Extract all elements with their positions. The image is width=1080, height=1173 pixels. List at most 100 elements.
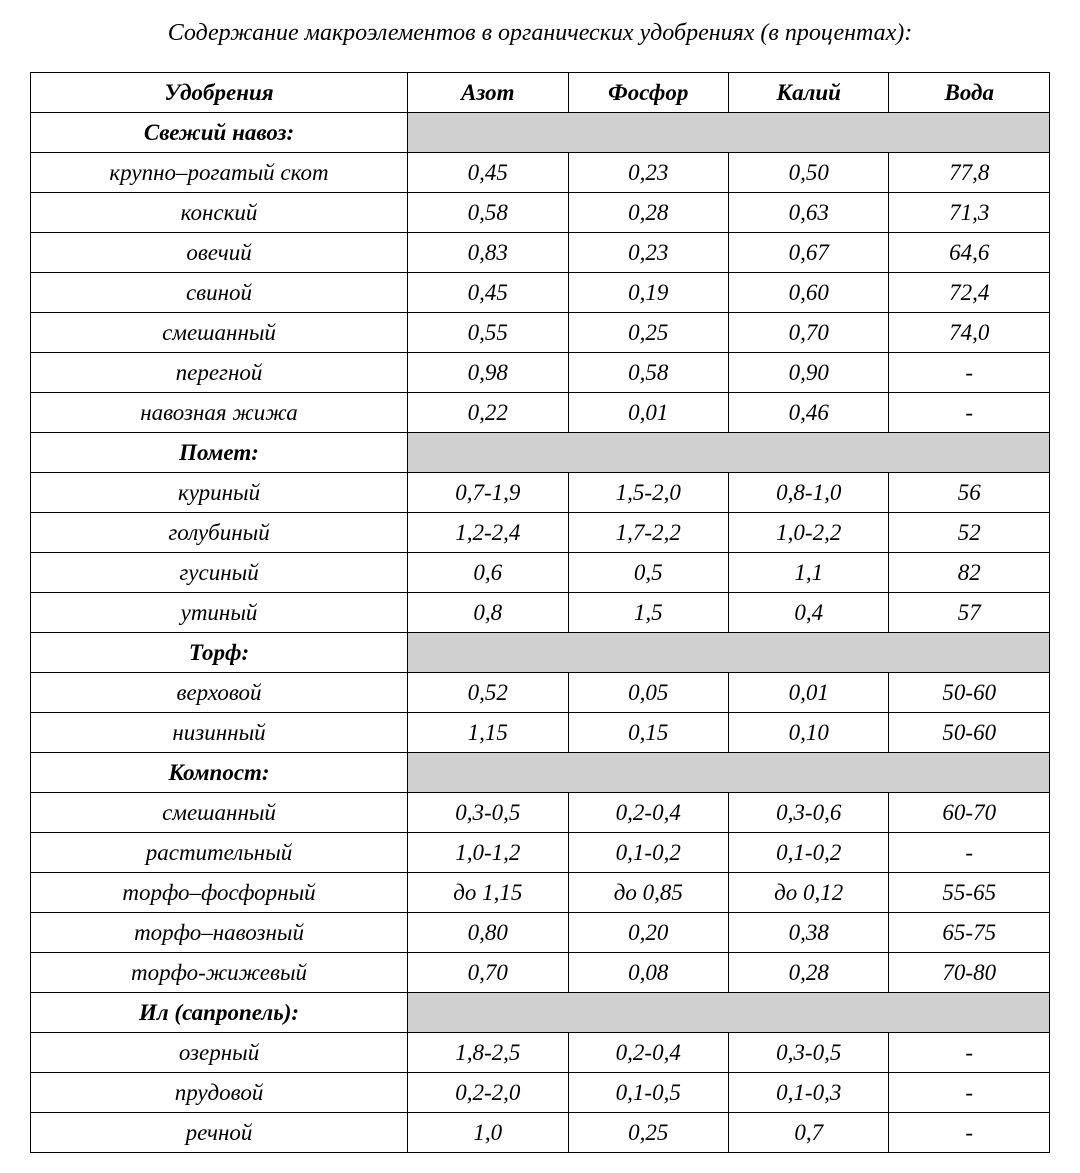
- cell-value: 0,58: [408, 193, 568, 233]
- cell-value: 60-70: [889, 793, 1050, 833]
- cell-value: 1,1: [729, 553, 889, 593]
- cell-value: 0,05: [568, 673, 728, 713]
- section-header-row: Помет:: [31, 433, 1050, 473]
- table-row: конский0,580,280,6371,3: [31, 193, 1050, 233]
- section-header-row: Компост:: [31, 753, 1050, 793]
- cell-name: растительный: [31, 833, 408, 873]
- cell-value: 71,3: [889, 193, 1050, 233]
- cell-value: 0,70: [408, 953, 568, 993]
- cell-value: 0,7: [729, 1113, 889, 1153]
- cell-value: 0,23: [568, 233, 728, 273]
- section-header-row: Свежий навоз:: [31, 113, 1050, 153]
- cell-value: 0,63: [729, 193, 889, 233]
- section-header-spacer: [408, 433, 1050, 473]
- column-header-phosphorus: Фосфор: [568, 73, 728, 113]
- table-row: навозная жижа0,220,010,46-: [31, 393, 1050, 433]
- cell-value: 64,6: [889, 233, 1050, 273]
- cell-name: голубиный: [31, 513, 408, 553]
- column-header-potassium: Калий: [729, 73, 889, 113]
- section-header-label: Компост:: [31, 753, 408, 793]
- cell-value: 0,8-1,0: [729, 473, 889, 513]
- cell-name: крупно–рогатый скот: [31, 153, 408, 193]
- cell-name: торфо–фосфорный: [31, 873, 408, 913]
- cell-value: 0,4: [729, 593, 889, 633]
- cell-name: смешанный: [31, 793, 408, 833]
- table-row: низинный1,150,150,1050-60: [31, 713, 1050, 753]
- table-row: торфо–фосфорныйдо 1,15до 0,85до 0,1255-6…: [31, 873, 1050, 913]
- table-row: куриный0,7-1,91,5-2,00,8-1,056: [31, 473, 1050, 513]
- cell-value: 50-60: [889, 713, 1050, 753]
- cell-value: 0,25: [568, 313, 728, 353]
- cell-name: торфо-жижевый: [31, 953, 408, 993]
- cell-value: 77,8: [889, 153, 1050, 193]
- section-header-label: Свежий навоз:: [31, 113, 408, 153]
- cell-value: 0,7-1,9: [408, 473, 568, 513]
- table-row: речной1,00,250,7-: [31, 1113, 1050, 1153]
- cell-value: -: [889, 1113, 1050, 1153]
- cell-value: 0,46: [729, 393, 889, 433]
- table-row: смешанный0,3-0,50,2-0,40,3-0,660-70: [31, 793, 1050, 833]
- cell-value: до 0,12: [729, 873, 889, 913]
- section-header-row: Ил (сапропель):: [31, 993, 1050, 1033]
- section-header-spacer: [408, 993, 1050, 1033]
- cell-value: 0,2-0,4: [568, 1033, 728, 1073]
- cell-value: 0,25: [568, 1113, 728, 1153]
- cell-value: 0,70: [729, 313, 889, 353]
- cell-value: 0,1-0,3: [729, 1073, 889, 1113]
- table-row: утиный0,81,50,457: [31, 593, 1050, 633]
- cell-value: 0,45: [408, 273, 568, 313]
- page-title: Содержание макроэлементов в органических…: [30, 20, 1050, 47]
- cell-name: прудовой: [31, 1073, 408, 1113]
- table-row: крупно–рогатый скот0,450,230,5077,8: [31, 153, 1050, 193]
- column-header-name: Удобрения: [31, 73, 408, 113]
- cell-name: низинный: [31, 713, 408, 753]
- section-header-spacer: [408, 753, 1050, 793]
- cell-value: -: [889, 1033, 1050, 1073]
- cell-value: -: [889, 353, 1050, 393]
- table-row: озерный1,8-2,50,2-0,40,3-0,5-: [31, 1033, 1050, 1073]
- cell-value: 1,0: [408, 1113, 568, 1153]
- cell-value: до 1,15: [408, 873, 568, 913]
- cell-value: 55-65: [889, 873, 1050, 913]
- cell-value: 0,45: [408, 153, 568, 193]
- cell-value: 0,67: [729, 233, 889, 273]
- section-header-spacer: [408, 633, 1050, 673]
- section-header-label: Ил (сапропель):: [31, 993, 408, 1033]
- cell-value: 50-60: [889, 673, 1050, 713]
- cell-value: 82: [889, 553, 1050, 593]
- table-row: свиной0,450,190,6072,4: [31, 273, 1050, 313]
- cell-name: свиной: [31, 273, 408, 313]
- cell-value: 0,55: [408, 313, 568, 353]
- cell-value: 0,19: [568, 273, 728, 313]
- cell-value: 0,3-0,5: [408, 793, 568, 833]
- cell-value: 0,98: [408, 353, 568, 393]
- cell-value: 0,28: [729, 953, 889, 993]
- table-row: овечий0,830,230,6764,6: [31, 233, 1050, 273]
- cell-value: 70-80: [889, 953, 1050, 993]
- cell-value: 0,3-0,5: [729, 1033, 889, 1073]
- section-header-label: Торф:: [31, 633, 408, 673]
- table-row: торфо–навозный0,800,200,3865-75: [31, 913, 1050, 953]
- cell-name: овечий: [31, 233, 408, 273]
- cell-value: 0,20: [568, 913, 728, 953]
- cell-value: 1,2-2,4: [408, 513, 568, 553]
- cell-value: 0,80: [408, 913, 568, 953]
- cell-value: 0,01: [568, 393, 728, 433]
- cell-name: верховой: [31, 673, 408, 713]
- cell-value: 0,15: [568, 713, 728, 753]
- cell-value: 72,4: [889, 273, 1050, 313]
- cell-value: -: [889, 833, 1050, 873]
- cell-value: 0,8: [408, 593, 568, 633]
- cell-value: 0,2-2,0: [408, 1073, 568, 1113]
- cell-name: гусиный: [31, 553, 408, 593]
- cell-value: 1,5: [568, 593, 728, 633]
- cell-value: 0,01: [729, 673, 889, 713]
- cell-name: торфо–навозный: [31, 913, 408, 953]
- table-row: перегной0,980,580,90-: [31, 353, 1050, 393]
- table-header-row: Удобрения Азот Фосфор Калий Вода: [31, 73, 1050, 113]
- cell-value: 52: [889, 513, 1050, 553]
- table-row: голубиный1,2-2,41,7-2,21,0-2,252: [31, 513, 1050, 553]
- cell-name: конский: [31, 193, 408, 233]
- cell-name: перегной: [31, 353, 408, 393]
- cell-value: 0,1-0,2: [568, 833, 728, 873]
